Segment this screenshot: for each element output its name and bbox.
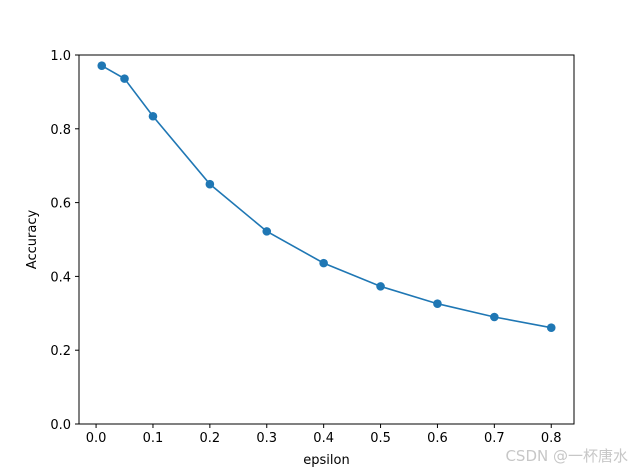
axes-frame [78, 54, 575, 425]
x-tick-label: 0.7 [484, 431, 505, 446]
x-tick-label: 0.5 [370, 431, 391, 446]
x-tick-label: 0.1 [143, 431, 164, 446]
data-point [546, 323, 556, 332]
data-point [262, 227, 272, 236]
x-tick-label: 0.6 [427, 431, 448, 446]
series-line [101, 65, 552, 329]
y-tick-label: 1.0 [50, 49, 71, 64]
series-layer [97, 61, 556, 332]
y-tick-label: 0.6 [50, 197, 71, 212]
x-tick-label: 0.8 [541, 431, 562, 446]
y-tick-label: 0.8 [50, 123, 71, 138]
y-tick-label: 0.4 [50, 270, 71, 285]
x-axis-ticks: 0.0 0.1 0.2 0.3 0.4 0.5 0.6 0.7 0.8 [86, 424, 562, 446]
data-point [205, 179, 215, 189]
x-tick-label: 0.2 [200, 431, 221, 446]
y-tick-label: 0.0 [50, 418, 71, 433]
data-point [120, 74, 129, 83]
data-point [97, 61, 107, 71]
data-point [148, 111, 158, 121]
x-tick-label: 0.3 [256, 431, 277, 446]
x-axis-label: epsilon [303, 453, 349, 468]
data-point [376, 282, 385, 291]
data-point [433, 299, 442, 309]
y-axis-ticks: 0.0 0.2 0.4 0.6 0.8 1.0 [50, 49, 79, 433]
x-tick-label: 0.0 [86, 431, 107, 446]
watermark: CSDN @一杯唐水 [505, 447, 628, 465]
x-tick-label: 0.4 [313, 431, 334, 446]
data-point [319, 258, 328, 268]
y-tick-label: 0.2 [50, 344, 71, 359]
y-axis-label: Accuracy [25, 210, 40, 270]
data-point [490, 312, 499, 322]
